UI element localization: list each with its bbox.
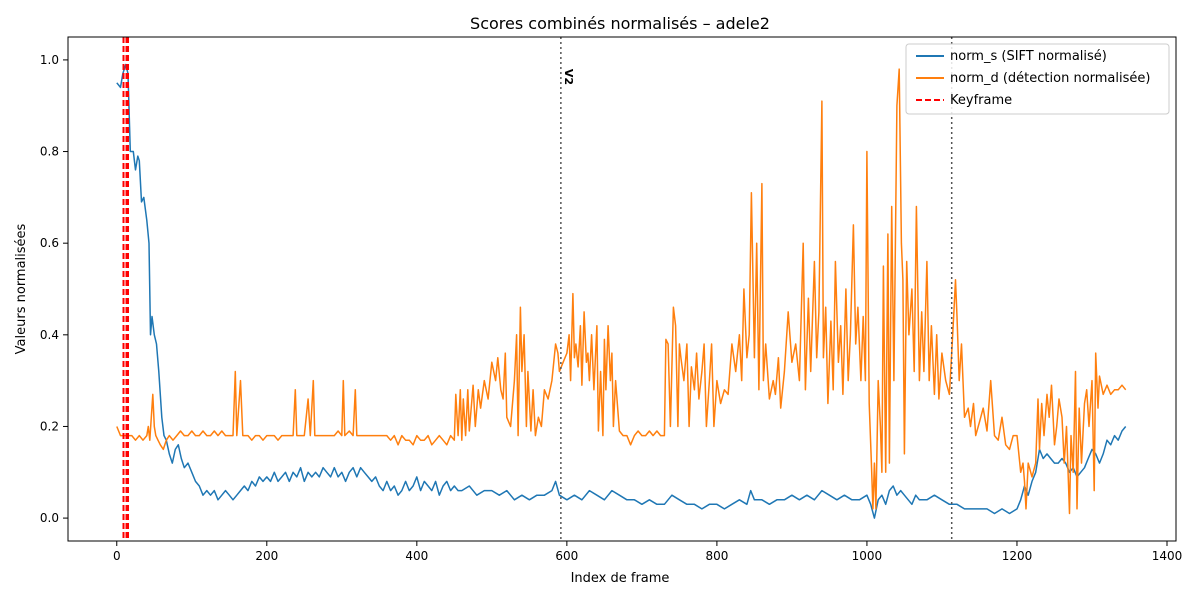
series-line-norm-s bbox=[116, 63, 1127, 519]
x-tick-label-7: 1400 bbox=[1152, 549, 1183, 563]
y-tick-label-2: 0.4 bbox=[40, 328, 59, 342]
x-tick-label-3: 600 bbox=[555, 549, 578, 563]
y-axis-label: Valeurs normalisées bbox=[14, 223, 29, 354]
y-tick-label-3: 0.6 bbox=[40, 236, 59, 250]
x-tick-label-6: 1200 bbox=[1002, 549, 1033, 563]
series-line-norm-d bbox=[116, 68, 1127, 515]
x-tick-label-5: 1000 bbox=[852, 549, 883, 563]
legend-label-norm-s: norm_s (SIFT normalisé) bbox=[950, 49, 1107, 64]
x-tick-label-2: 400 bbox=[405, 549, 428, 563]
x-tick-label-1: 200 bbox=[255, 549, 278, 563]
plot-frame bbox=[67, 36, 1177, 542]
legend-label-keyframe: Keyframe bbox=[950, 93, 1012, 108]
legend: norm_s (SIFT normalisé) norm_d (détection… bbox=[905, 43, 1170, 115]
x-axis-label: Index de frame bbox=[571, 571, 670, 586]
y-tick-label-5: 1.0 bbox=[40, 53, 59, 67]
y-tick-label-1: 0.2 bbox=[40, 419, 59, 433]
marker-label-0: V2 bbox=[562, 69, 575, 85]
y-tick-label-0: 0.0 bbox=[40, 511, 59, 525]
chart-title: Scores combinés normalisés – adele2 bbox=[470, 14, 770, 33]
plot-area: V2 0 200 400 600 800 1000 1200 1400 0.0 0.2 0.4 0.6 0… bbox=[40, 36, 1183, 563]
x-tick-label-4: 800 bbox=[705, 549, 728, 563]
y-tick-label-4: 0.8 bbox=[40, 145, 59, 159]
x-tick-label-0: 0 bbox=[113, 549, 121, 563]
legend-box bbox=[905, 43, 1170, 115]
legend-label-norm-d: norm_d (détection normalisée) bbox=[950, 71, 1150, 86]
